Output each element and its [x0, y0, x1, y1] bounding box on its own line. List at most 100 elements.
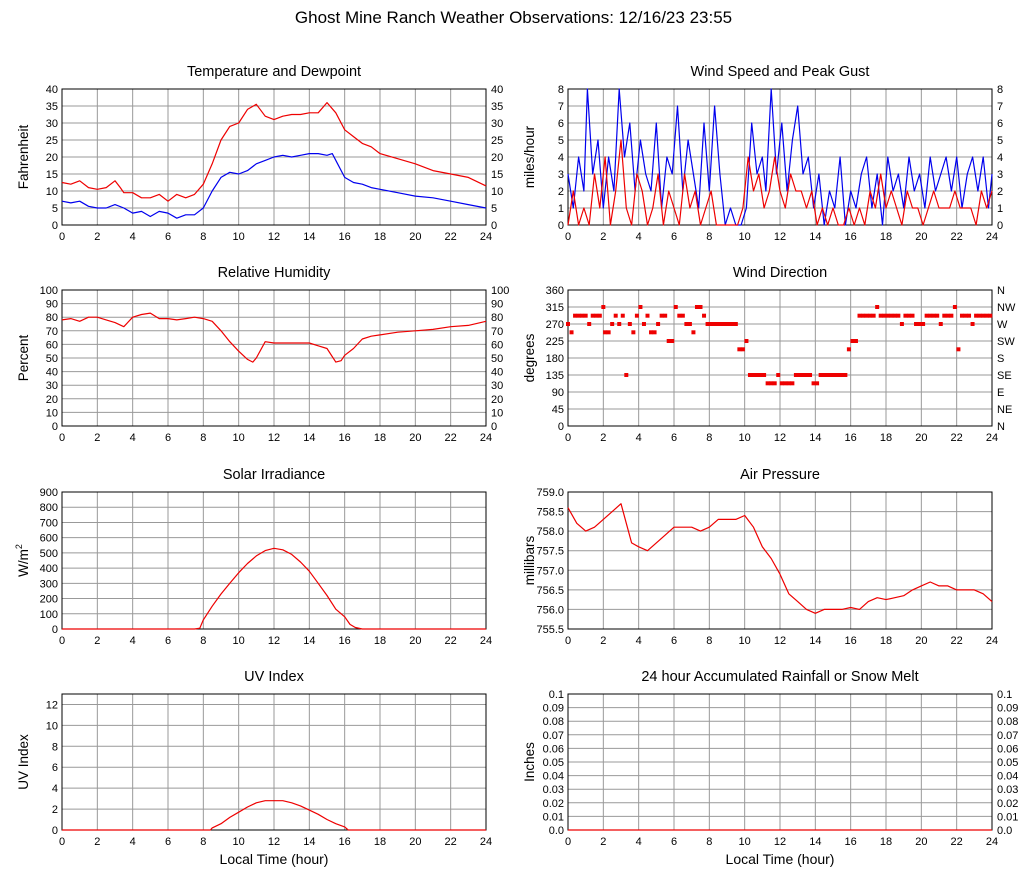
- direction-point: [726, 322, 731, 326]
- x-tick-label: 18: [880, 231, 892, 243]
- right-tick-label: W: [997, 319, 1008, 331]
- y-tick-label: 5: [558, 135, 564, 147]
- direction-point: [617, 322, 622, 326]
- right-tick-label: 20: [491, 152, 503, 164]
- x-tick-label: 14: [809, 432, 821, 444]
- series-line-uv-index: [62, 800, 486, 831]
- y-tick-label: 757.0: [536, 565, 564, 577]
- x-tick-label: 20: [915, 231, 927, 243]
- direction-point: [712, 322, 717, 326]
- y-tick-label: 0.04: [543, 771, 564, 783]
- direction-point: [793, 373, 798, 377]
- direction-point: [620, 313, 625, 318]
- x-tick-label: 20: [409, 231, 421, 243]
- right-tick-label: SE: [997, 370, 1012, 382]
- direction-point: [624, 373, 629, 377]
- x-tick-label: 2: [94, 836, 100, 848]
- y-tick-label: 270: [546, 319, 564, 331]
- chart-title: Relative Humidity: [218, 265, 332, 281]
- direction-point: [892, 313, 897, 318]
- x-tick-label: 10: [233, 231, 245, 243]
- direction-point: [871, 313, 876, 318]
- direction-point: [889, 313, 894, 318]
- y-tick-label: 315: [546, 302, 564, 314]
- x-tick-label: 22: [445, 635, 457, 647]
- right-tick-label: 1: [997, 203, 1003, 215]
- direction-point: [800, 373, 805, 377]
- y-tick-label: 45: [552, 404, 564, 416]
- chart-title: Wind Direction: [733, 265, 827, 281]
- rainfall-chart: 24 hour Accumulated Rainfall or Snow Mel…: [522, 669, 1018, 867]
- y-tick-label: 0: [52, 825, 58, 837]
- direction-point: [974, 313, 979, 318]
- x-tick-label: 4: [130, 635, 136, 647]
- y-tick-label: 90: [552, 387, 564, 399]
- direction-point: [691, 330, 696, 335]
- x-tick-label: 20: [409, 635, 421, 647]
- x-tick-label: 2: [600, 432, 606, 444]
- right-tick-label: SW: [997, 336, 1015, 348]
- x-tick-label: 18: [374, 635, 386, 647]
- x-tick-label: 16: [339, 432, 351, 444]
- direction-point: [680, 313, 685, 318]
- direction-point: [580, 313, 585, 318]
- y-tick-label: 8: [558, 84, 564, 96]
- direction-point: [815, 381, 820, 386]
- x-tick-label: 8: [706, 432, 712, 444]
- direction-point: [914, 322, 919, 326]
- x-tick-label: 24: [480, 836, 492, 848]
- x-tick-label: 6: [671, 836, 677, 848]
- x-tick-label: 16: [339, 836, 351, 848]
- right-tick-label: 4: [997, 152, 1003, 164]
- chart-title: Wind Speed and Peak Gust: [691, 64, 870, 80]
- y-tick-label: 135: [546, 370, 564, 382]
- y-tick-label: 6: [558, 118, 564, 130]
- y-tick-label: 0.1: [549, 689, 564, 701]
- right-tick-label: 0.07: [997, 730, 1018, 742]
- y-tick-label: 10: [46, 407, 58, 419]
- series-line-dewpoint: [61, 153, 487, 219]
- x-tick-label: 10: [233, 836, 245, 848]
- right-tick-label: N: [997, 421, 1005, 433]
- direction-point: [716, 322, 721, 326]
- y-tick-label: 60: [46, 339, 58, 351]
- y-tick-label: 0.05: [543, 757, 564, 769]
- y-tick-label: 500: [40, 548, 58, 560]
- x-tick-label: 12: [268, 836, 280, 848]
- x-tick-label: 16: [339, 231, 351, 243]
- x-tick-label: 10: [233, 432, 245, 444]
- y-tick-label: 90: [46, 299, 58, 311]
- right-tick-label: 5: [997, 135, 1003, 147]
- x-tick-label: 14: [809, 635, 821, 647]
- y-axis-label: millibars: [522, 536, 537, 586]
- y-tick-label: 15: [46, 169, 58, 181]
- right-tick-label: S: [997, 353, 1004, 365]
- direction-point: [967, 313, 972, 318]
- x-tick-label: 20: [409, 836, 421, 848]
- x-tick-label: 18: [374, 432, 386, 444]
- right-tick-label: 0.05: [997, 757, 1018, 769]
- y-tick-label: 360: [546, 285, 564, 297]
- y-axis-label: Percent: [16, 334, 31, 381]
- page-title: Ghost Mine Ranch Weather Observations: 1…: [294, 8, 733, 27]
- y-tick-label: 0: [558, 421, 564, 433]
- x-tick-label: 6: [671, 635, 677, 647]
- right-tick-label: 10: [491, 407, 503, 419]
- direction-point: [705, 322, 710, 326]
- direction-point: [825, 373, 830, 377]
- direction-point: [673, 305, 678, 309]
- y-tick-label: 40: [46, 84, 58, 96]
- direction-point: [977, 313, 982, 318]
- direction-point: [603, 330, 608, 335]
- direction-point: [938, 322, 943, 326]
- right-tick-label: 10: [491, 186, 503, 198]
- series-line-solar-irradiance: [62, 547, 486, 630]
- direction-point: [853, 339, 858, 343]
- x-tick-label: 0: [59, 231, 65, 243]
- direction-point: [846, 347, 851, 352]
- x-tick-label: 20: [409, 432, 421, 444]
- right-tick-label: 30: [491, 118, 503, 130]
- x-tick-label: 6: [671, 231, 677, 243]
